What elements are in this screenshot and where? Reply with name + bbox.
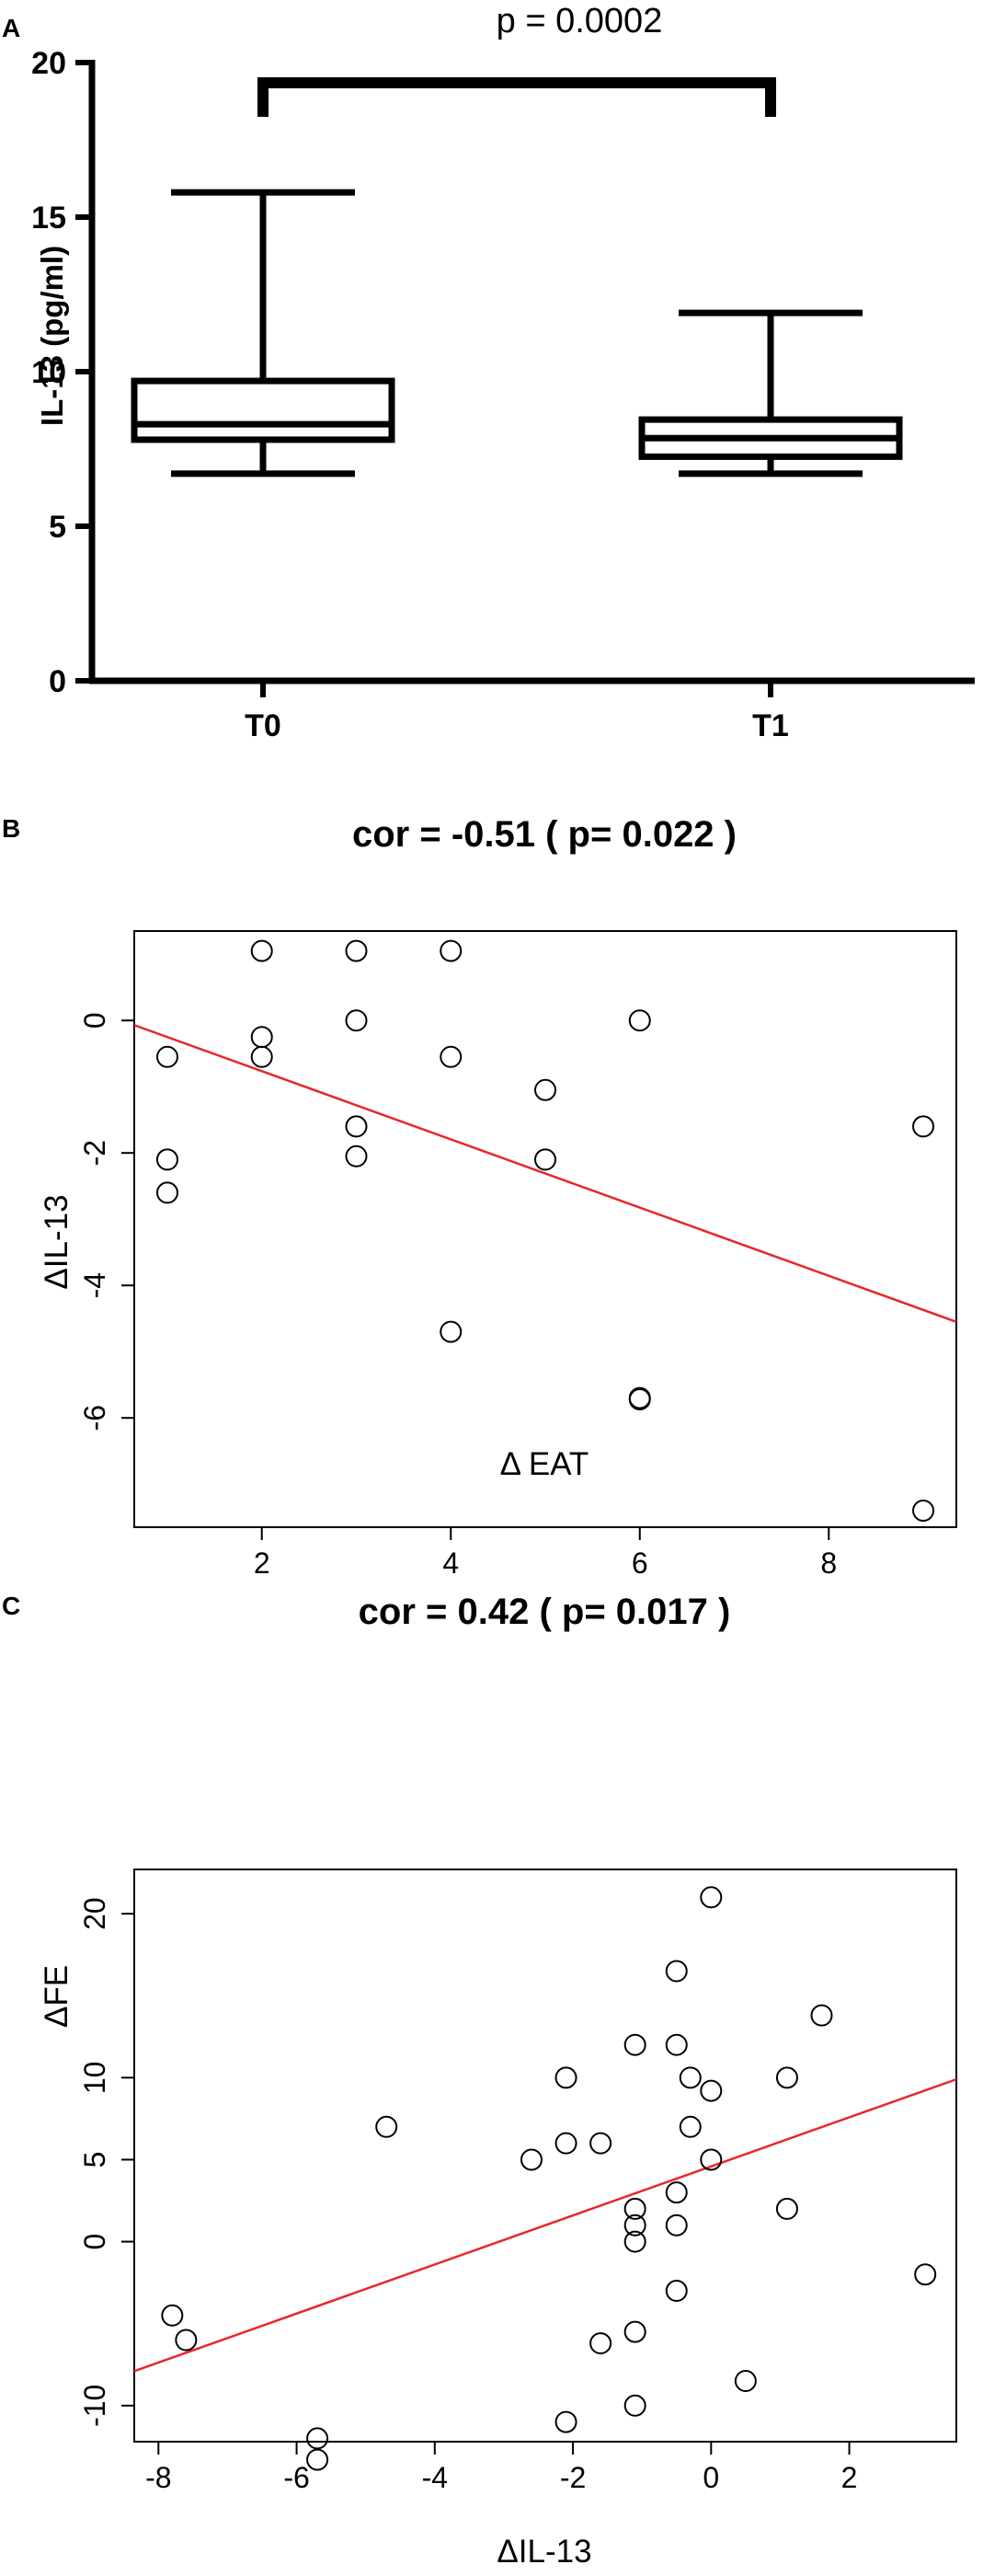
scatter-point [345, 1115, 368, 1138]
panel-b: B cor = -0.51 ( p= 0.022 ) Δ EAT ΔIL-13 … [2, 814, 957, 1580]
scatter-point [155, 1045, 178, 1068]
scatter-point [440, 939, 463, 962]
plot-frame [133, 930, 957, 1528]
y-tick-label: -4 [78, 1272, 111, 1298]
y-tick-label: -10 [78, 2385, 111, 2427]
y-tick-label: 20 [78, 1897, 111, 1930]
y-tick-label: 0 [78, 1012, 111, 1029]
scatter-point [589, 2332, 612, 2355]
x-tick-label: -2 [560, 2461, 586, 2494]
scatter-point [155, 1148, 178, 1171]
scatter-point [554, 2066, 577, 2089]
box [131, 377, 395, 443]
scatter-point [623, 2033, 646, 2056]
x-tick-label: 2 [841, 2461, 858, 2494]
scatter-point [628, 1388, 651, 1411]
y-tick-label: 10 [78, 2062, 111, 2095]
panel-a-pvalue: p = 0.0002 [497, 2, 663, 40]
scatter-point [175, 2329, 198, 2352]
x-tick-label: 6 [632, 1547, 648, 1580]
y-tick-label: 5 [78, 2152, 111, 2168]
x-tick-label: 8 [820, 1547, 837, 1580]
x-tick-label: T0 [245, 708, 281, 743]
scatter-point [700, 2148, 723, 2171]
panel-c-label: C [2, 1592, 20, 1620]
x-tick-label: 0 [703, 2461, 719, 2494]
scatter-point [700, 2079, 723, 2102]
scatter-point [250, 1026, 273, 1049]
scatter-point [623, 2214, 646, 2237]
panel-a: A p = 0.0002 IL-13 (pg/ml) 0 5 10 15 20 T0 T1 [2, 2, 975, 743]
y-tick-label: 0 [78, 2234, 111, 2250]
scatter-point [775, 2197, 798, 2220]
scatter-point [623, 2230, 646, 2253]
scatter-point [250, 939, 273, 962]
scatter-point [700, 1886, 723, 1909]
scatter-point [734, 2370, 757, 2393]
scatter-point [679, 2115, 702, 2138]
panel-c-ylabel: ΔFE [39, 1965, 74, 2028]
regression-line [133, 1024, 957, 1323]
scatter-point [554, 2132, 577, 2155]
scatter-point [665, 2280, 688, 2303]
significance-bracket [257, 77, 776, 117]
x-tick-label: T1 [752, 708, 789, 743]
regression-line [133, 2077, 957, 2373]
x-tick-label: 2 [254, 1547, 270, 1580]
plot-frame [133, 1869, 957, 2443]
scatter-point [679, 2066, 702, 2089]
y-tick-label: 0 [49, 664, 66, 699]
panel-c-xlabel: ΔIL-13 [497, 2534, 591, 2570]
scatter-point [665, 1960, 688, 1983]
scatter-point [534, 1078, 556, 1101]
panel-c-title: cor = 0.42 ( p= 0.017 ) [359, 1592, 731, 1632]
scatter-point [775, 2066, 798, 2089]
panel-c: C cor = 0.42 ( p= 0.017 ) ΔIL-13 ΔFE -8 -… [2, 1592, 957, 2570]
scatter-point [623, 2197, 646, 2220]
scatter-point [665, 2033, 688, 2056]
y-tick-label: -6 [78, 1405, 111, 1431]
scatter-point [665, 2214, 688, 2237]
panel-a-ylabel: IL-13 (pg/ml) [35, 246, 69, 426]
panel-b-ylabel: ΔIL-13 [39, 1194, 74, 1289]
y-tick-label: 20 [31, 46, 66, 81]
panel-b-title: cor = -0.51 ( p= 0.022 ) [352, 814, 737, 855]
scatter-point [345, 939, 368, 962]
scatter-point [520, 2148, 543, 2171]
scatter-point [161, 2304, 184, 2327]
scatter-point [623, 2320, 646, 2343]
scatter-point [345, 1144, 368, 1167]
scatter-point [250, 1045, 273, 1068]
panel-b-label: B [2, 814, 20, 843]
y-tick-label: -2 [78, 1140, 111, 1166]
scatter-point [306, 2427, 329, 2450]
scatter-point [440, 1045, 463, 1068]
y-tick-label: 10 [31, 355, 66, 390]
panel-b-xlabel: Δ EAT [500, 1446, 589, 1482]
panel-a-label: A [2, 14, 20, 42]
scatter-point [912, 1500, 935, 1522]
scatter-point [589, 2132, 612, 2155]
scatter-point [554, 2410, 577, 2433]
y-tick-label: 5 [49, 510, 66, 545]
scatter-point [306, 2448, 329, 2471]
scatter-point [375, 2115, 398, 2138]
scatter-point [345, 1009, 368, 1032]
scatter-point [665, 2181, 688, 2204]
y-tick-label: 15 [31, 201, 66, 236]
x-tick-label: -6 [283, 2461, 309, 2494]
x-tick-label: -8 [145, 2461, 171, 2494]
x-tick-label: -4 [422, 2461, 448, 2494]
scatter-point [155, 1181, 178, 1204]
scatter-point [534, 1148, 556, 1171]
scatter-point [623, 2394, 646, 2417]
scatter-point [914, 2263, 937, 2286]
scatter-point [628, 1009, 651, 1032]
scatter-point [440, 1320, 463, 1343]
scatter-point [912, 1115, 935, 1138]
x-tick-label: 4 [442, 1547, 459, 1580]
scatter-point [810, 2004, 833, 2027]
